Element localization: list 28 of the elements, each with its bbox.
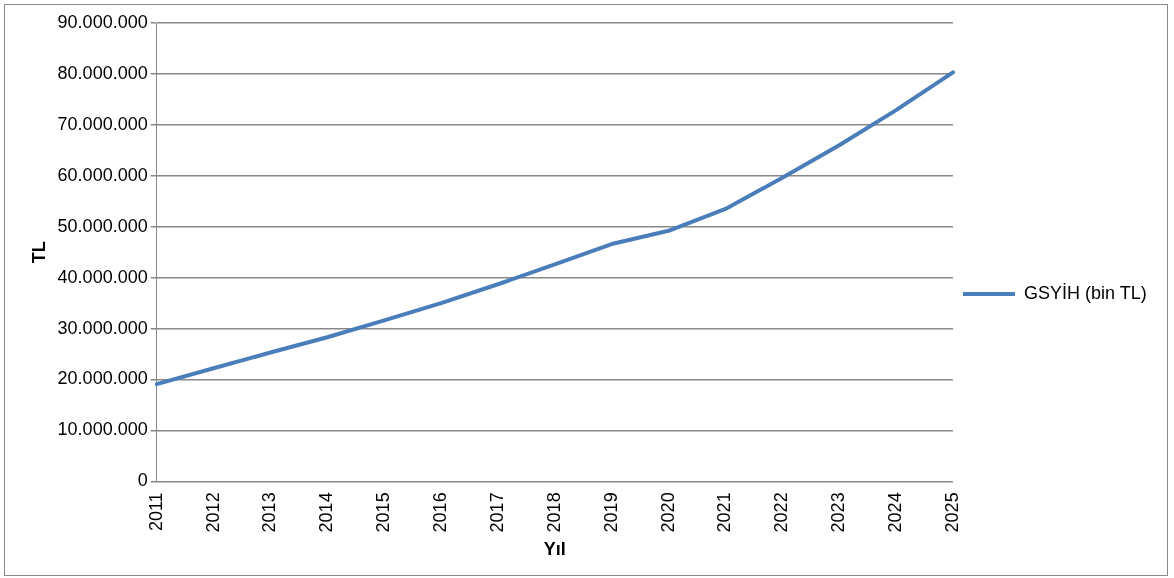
y-axis-title: TL — [28, 241, 49, 264]
y-tick-label: 80.000.000 — [57, 62, 148, 83]
x-tick-label: 2018 — [543, 492, 564, 533]
x-tick-label: 2012 — [202, 492, 223, 533]
y-tick-label: 90.000.000 — [57, 11, 148, 32]
y-tick-label: 20.000.000 — [57, 368, 148, 389]
y-tick-label: 40.000.000 — [57, 266, 148, 287]
y-tick-label: 10.000.000 — [57, 419, 148, 440]
x-tick-label: 2022 — [771, 492, 792, 533]
y-tick-label: 30.000.000 — [57, 317, 148, 338]
x-tick-label: 2015 — [373, 492, 394, 533]
x-tick-label: 2023 — [828, 492, 849, 533]
y-tick-label: 0 — [137, 470, 148, 491]
legend-label: GSYİH (bin TL) — [1023, 282, 1147, 303]
x-tick-label: 2011 — [145, 492, 166, 532]
x-tick-label: 2024 — [885, 492, 906, 533]
x-tick-label: 2020 — [657, 492, 678, 533]
y-tick-label: 50.000.000 — [57, 215, 148, 236]
x-tick-label: 2014 — [316, 492, 337, 533]
x-axis-title: Yıl — [543, 539, 566, 560]
x-tick-label: 2017 — [486, 492, 507, 533]
x-tick-label: 2016 — [430, 492, 451, 533]
x-tick-label: 2013 — [259, 492, 280, 533]
x-tick-label: 2019 — [600, 492, 621, 533]
x-tick-label: 2021 — [714, 492, 735, 533]
y-tick-label: 60.000.000 — [57, 164, 148, 185]
x-tick-label: 2025 — [941, 492, 962, 533]
y-tick-label: 70.000.000 — [57, 113, 148, 134]
